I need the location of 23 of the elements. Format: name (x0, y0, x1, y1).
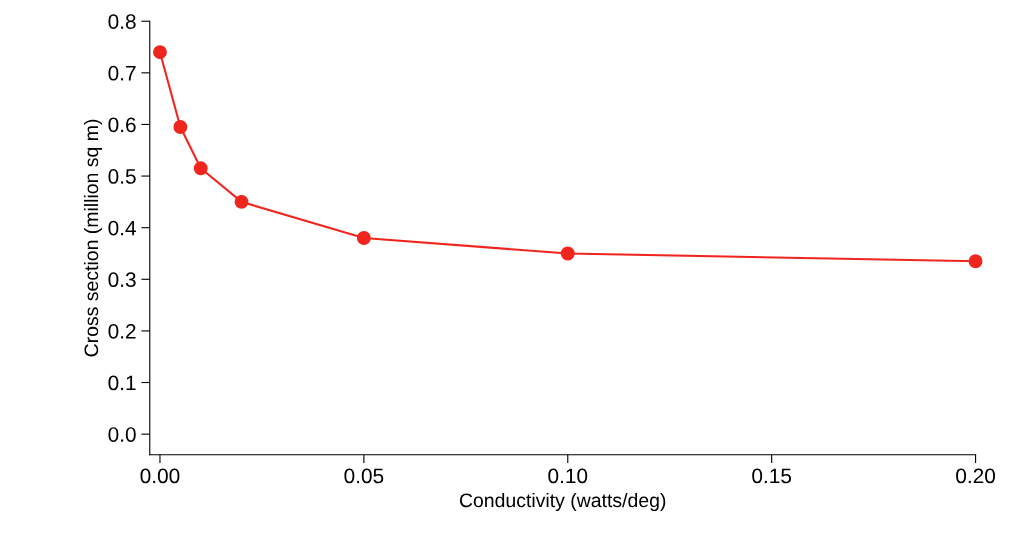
y-tick-label: 0.4 (108, 220, 136, 236)
point (193, 161, 208, 176)
point (560, 246, 575, 261)
point (356, 231, 371, 245)
x-tick-label: 0.10 (548, 468, 588, 484)
x-axis-title: Conductivity (watts/deg) (459, 492, 666, 512)
x-tick-label: 0.00 (140, 468, 180, 484)
y-tick-label: 0.8 (108, 14, 136, 29)
point (173, 120, 188, 134)
y-tick-label: 0.0 (108, 427, 136, 442)
y-tick-label: 0.7 (108, 65, 136, 81)
point (234, 194, 249, 209)
y-axis-title: Cross section (million sq m) (83, 119, 103, 357)
x-tick-label: 0.05 (344, 468, 384, 484)
point (968, 254, 983, 269)
y-tick-label: 0.5 (108, 169, 136, 184)
x-tick-label: 0.20 (956, 468, 996, 484)
point (153, 45, 167, 60)
y-tick-label: 0.1 (108, 375, 136, 391)
x-tick-label: 0.15 (752, 468, 792, 484)
y-tick-label: 0.6 (108, 117, 136, 133)
y-tick-label: 0.2 (108, 323, 136, 339)
y-tick-label: 0.3 (108, 272, 136, 288)
